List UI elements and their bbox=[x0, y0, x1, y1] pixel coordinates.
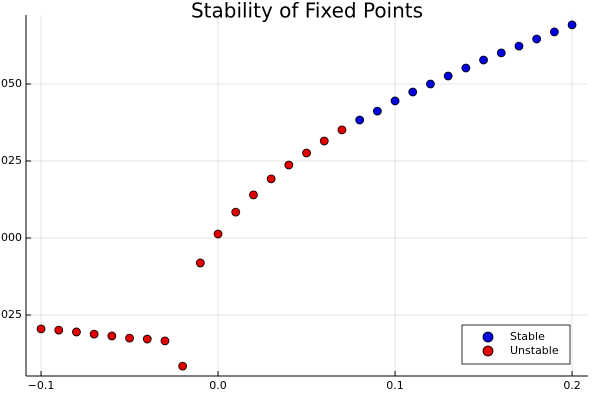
x-tick-label: 0.2 bbox=[563, 379, 581, 392]
point bbox=[142, 334, 152, 344]
point bbox=[443, 71, 453, 81]
point bbox=[337, 125, 347, 135]
point bbox=[514, 41, 524, 51]
point bbox=[567, 20, 577, 30]
point bbox=[461, 63, 471, 73]
point bbox=[178, 361, 188, 371]
y-tick-label: 0.000 bbox=[0, 231, 22, 244]
y-tick-label: 0.025 bbox=[0, 154, 22, 167]
x-tick-label: 0.0 bbox=[209, 379, 227, 392]
point bbox=[160, 336, 170, 346]
point bbox=[107, 331, 117, 341]
point bbox=[479, 55, 488, 65]
legend-label: Stable bbox=[510, 330, 545, 343]
point bbox=[266, 174, 276, 184]
point bbox=[54, 325, 64, 335]
point bbox=[372, 106, 382, 116]
point bbox=[36, 324, 46, 334]
point bbox=[125, 333, 134, 343]
point bbox=[549, 27, 559, 37]
point bbox=[195, 258, 205, 268]
point bbox=[231, 207, 241, 217]
y-tick-label: 0.050 bbox=[0, 77, 22, 90]
point bbox=[302, 148, 311, 158]
point bbox=[319, 136, 329, 146]
legend-marker bbox=[482, 345, 494, 357]
point bbox=[496, 48, 506, 58]
legend-box bbox=[461, 324, 571, 365]
x-tick-label: −0.1 bbox=[28, 379, 55, 392]
point bbox=[249, 190, 258, 200]
point bbox=[213, 229, 223, 239]
legend-label: Unstable bbox=[510, 344, 559, 357]
x-tick-label: 0.1 bbox=[386, 379, 404, 392]
point bbox=[284, 160, 294, 170]
point bbox=[390, 96, 400, 106]
point bbox=[532, 34, 542, 44]
y-tick-label: −0.025 bbox=[0, 308, 22, 321]
point bbox=[355, 115, 365, 125]
point bbox=[408, 87, 418, 97]
point bbox=[72, 327, 81, 337]
legend-marker bbox=[482, 331, 494, 343]
point bbox=[426, 79, 435, 89]
point bbox=[89, 329, 99, 339]
chart-title: Stability of Fixed Points bbox=[191, 0, 423, 23]
